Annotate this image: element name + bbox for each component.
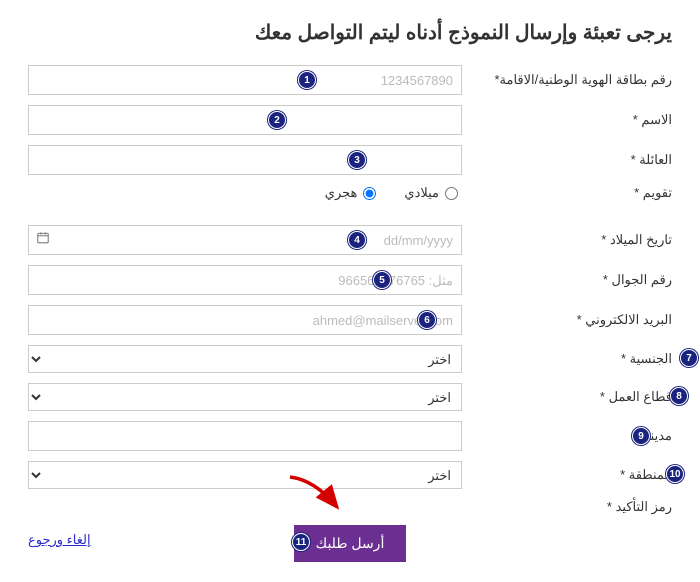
city-input[interactable] xyxy=(28,421,462,451)
dob-input[interactable] xyxy=(28,225,462,255)
badge-1: 1 xyxy=(298,71,316,89)
radio-gregorian-text: ميلادي xyxy=(404,185,439,201)
sector-select[interactable]: اختر xyxy=(28,383,462,411)
badge-11: 11 xyxy=(292,533,310,551)
cancel-link[interactable]: إلغاء ورجوع xyxy=(28,532,91,548)
nationality-select[interactable]: اختر xyxy=(28,345,462,373)
label-region: المنطقة * xyxy=(462,467,672,483)
label-calendar: تقويم * xyxy=(462,185,672,201)
radio-gregorian[interactable] xyxy=(445,187,458,200)
label-dob: تاريخ الميلاد * xyxy=(462,232,672,248)
national-id-input[interactable] xyxy=(28,65,462,95)
badge-5: 5 xyxy=(373,271,391,289)
badge-3: 3 xyxy=(348,151,366,169)
label-mobile: رقم الجوال * xyxy=(462,272,672,288)
label-family-name: العائلة * xyxy=(462,152,672,168)
badge-9: 9 xyxy=(632,427,650,445)
radio-hijri[interactable] xyxy=(363,187,376,200)
radio-hijri-label[interactable]: هجري xyxy=(325,185,377,201)
label-email: البريد الالكتروني * xyxy=(462,312,672,328)
region-select[interactable]: اختر xyxy=(28,461,462,489)
first-name-input[interactable] xyxy=(28,105,462,135)
radio-gregorian-label[interactable]: ميلادي xyxy=(404,185,458,201)
family-name-input[interactable] xyxy=(28,145,462,175)
mobile-input[interactable] xyxy=(28,265,462,295)
form-title: يرجى تعبئة وإرسال النموذج أدناه ليتم الت… xyxy=(28,20,672,45)
badge-6: 6 xyxy=(418,311,436,329)
label-first-name: الاسم * xyxy=(462,112,672,128)
badge-7: 7 xyxy=(680,349,698,367)
badge-4: 4 xyxy=(348,231,366,249)
badge-10: 10 xyxy=(666,465,684,483)
label-sector: قطاع العمل * xyxy=(462,389,672,405)
email-input[interactable] xyxy=(28,305,462,335)
label-captcha: رمز التأكيد * xyxy=(462,499,672,515)
badge-2: 2 xyxy=(268,111,286,129)
label-national-id: رقم بطاقة الهوية الوطنية/الاقامة* xyxy=(462,72,672,88)
submit-button[interactable]: أرسل طلبك xyxy=(294,525,407,562)
badge-8: 8 xyxy=(670,387,688,405)
label-nationality: الجنسية * xyxy=(462,351,672,367)
radio-hijri-text: هجري xyxy=(325,185,358,201)
